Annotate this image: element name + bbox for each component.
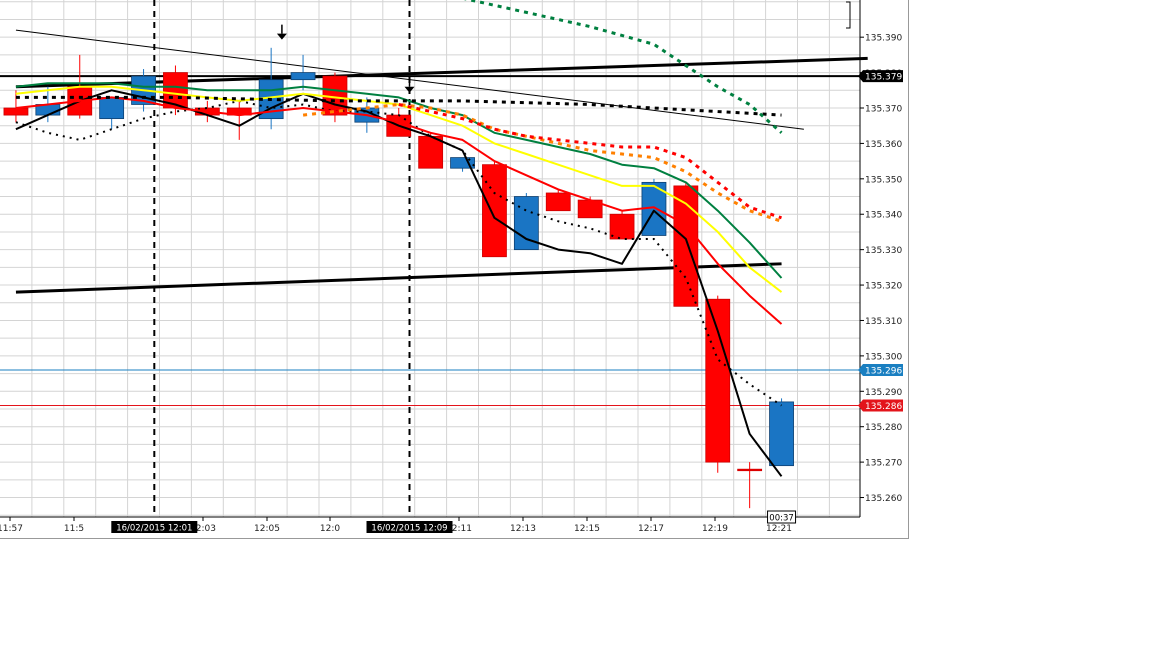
price-level-tag-label: 135.286 bbox=[865, 402, 902, 412]
session-date-label: 16/02/2015 12:09 bbox=[371, 524, 447, 534]
indicator-line bbox=[398, 103, 782, 220]
time-tick-label: 12:21 bbox=[766, 524, 792, 534]
session-date-label: 16/02/2015 12:01 bbox=[116, 524, 192, 534]
candle-body bbox=[290, 72, 316, 81]
indicator-line bbox=[15, 99, 783, 407]
price-chart[interactable]: 135.390135.380135.370135.360135.350135.3… bbox=[0, 0, 908, 538]
price-tick-label: 135.310 bbox=[865, 317, 902, 327]
trendline bbox=[15, 262, 782, 294]
price-tick-label: 135.280 bbox=[865, 423, 902, 433]
session-date-tag bbox=[111, 521, 198, 533]
candle-body bbox=[609, 213, 635, 240]
time-tick-label: 12:03 bbox=[190, 524, 216, 534]
candle-body bbox=[769, 401, 794, 467]
time-tick-label: 12:05 bbox=[254, 524, 280, 534]
trendline bbox=[15, 56, 868, 89]
arrow-markers bbox=[276, 24, 415, 93]
price-tick-label: 135.390 bbox=[865, 34, 902, 44]
price-level-tag-label: 135.296 bbox=[865, 367, 902, 377]
time-tick-label: 11:5 bbox=[64, 524, 84, 534]
price-tick-label: 135.340 bbox=[865, 211, 902, 221]
price-tick-label: 135.350 bbox=[865, 175, 902, 185]
indicator-line bbox=[15, 96, 783, 325]
price-level-tag bbox=[858, 70, 903, 83]
indicator-line bbox=[15, 95, 782, 117]
candle-body bbox=[418, 135, 444, 169]
down-arrow-icon bbox=[404, 86, 415, 93]
price-tick-label: 135.290 bbox=[865, 388, 902, 398]
price-tick-label: 135.370 bbox=[865, 105, 902, 115]
time-tick-label: 12:19 bbox=[702, 524, 728, 534]
time-tick-label: 12:15 bbox=[574, 524, 600, 534]
countdown-box bbox=[767, 510, 797, 524]
candle-body bbox=[482, 164, 507, 258]
candle-body bbox=[545, 192, 571, 212]
time-tick-label: 12:11 bbox=[446, 524, 472, 534]
grid bbox=[0, 0, 860, 517]
price-tick-label: 135.320 bbox=[865, 282, 902, 292]
price-tick-label: 135.360 bbox=[865, 140, 902, 150]
vertical-markers bbox=[153, 0, 411, 517]
candle-body bbox=[673, 185, 699, 307]
price-level-tag bbox=[858, 364, 903, 377]
candle-body bbox=[705, 298, 731, 463]
down-arrow-icon bbox=[276, 33, 287, 40]
indicator-lines bbox=[15, 0, 783, 477]
time-tick-label: 12:17 bbox=[638, 524, 664, 534]
time-tick-label: 11:57 bbox=[0, 524, 23, 534]
price-level-tag bbox=[858, 399, 903, 412]
price-tick-label: 135.330 bbox=[865, 246, 902, 256]
candle-body bbox=[737, 468, 763, 472]
candle-body bbox=[3, 107, 29, 116]
time-tick-label: 12:0 bbox=[320, 524, 340, 534]
candle-body bbox=[450, 157, 475, 169]
indicator-line bbox=[15, 82, 783, 279]
price-level-tag-label: 135.379 bbox=[865, 73, 902, 83]
price-tick-label: 135.270 bbox=[865, 459, 902, 469]
indicator-line bbox=[302, 103, 782, 223]
price-tick-label: 135.300 bbox=[865, 352, 902, 362]
bracket-marker bbox=[846, 1, 851, 29]
price-tick-label: 135.260 bbox=[865, 494, 902, 504]
indicator-line bbox=[15, 89, 783, 477]
indicator-line bbox=[463, 0, 783, 134]
session-date-tag bbox=[366, 521, 453, 533]
time-tick-label: 12:13 bbox=[510, 524, 536, 534]
chart-frame: 135.390135.380135.370135.360135.350135.3… bbox=[0, 0, 909, 539]
countdown-label: 00:37 bbox=[769, 514, 794, 524]
candle-body bbox=[99, 96, 125, 120]
axes: 135.390135.380135.370135.360135.350135.3… bbox=[0, 0, 903, 534]
